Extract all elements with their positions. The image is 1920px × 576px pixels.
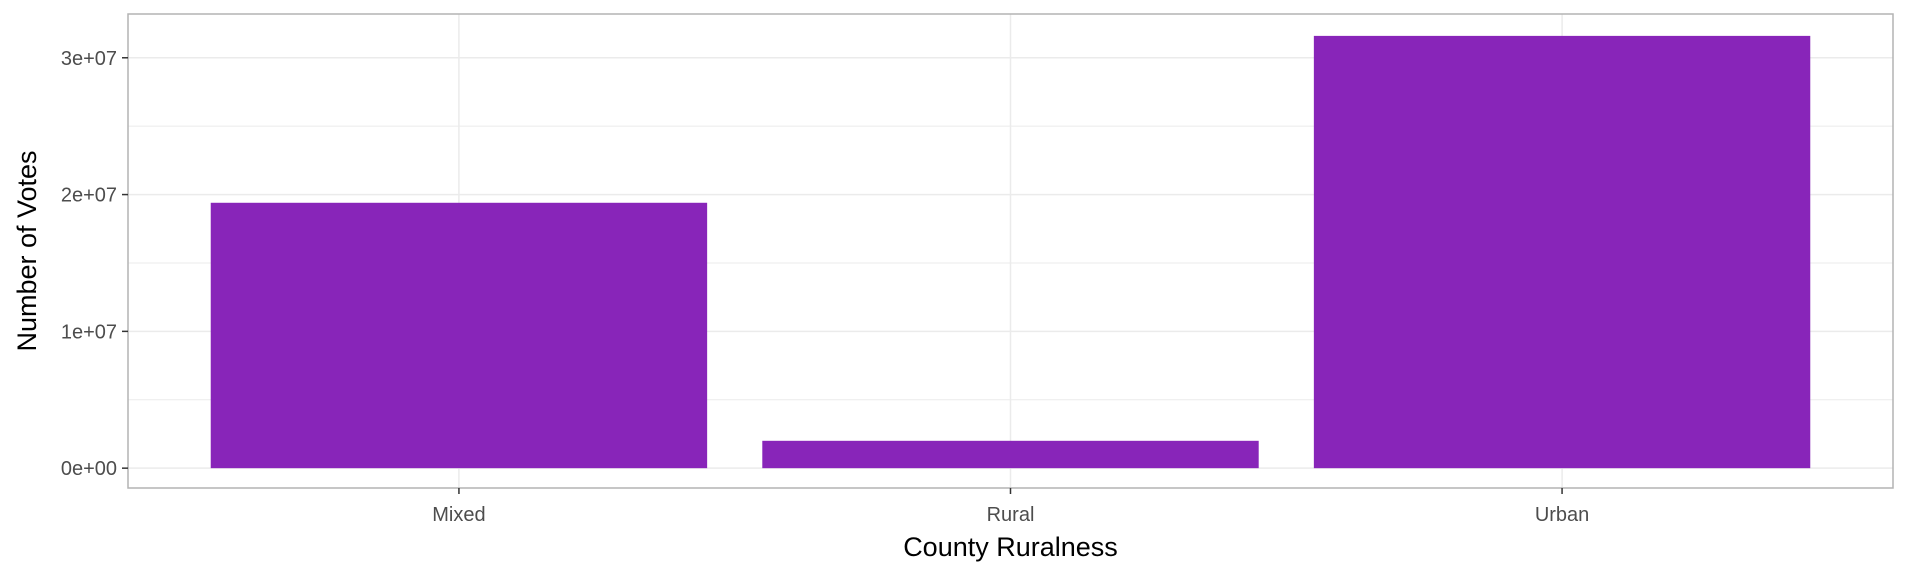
y-tick-label: 0e+00 [61,458,117,480]
bar-mixed [210,202,708,469]
bar-rural [762,440,1259,469]
x-axis: Mixed Rural Urban [432,488,1589,526]
x-tick-label: Rural [987,504,1035,526]
y-tick-label: 3e+07 [61,48,117,70]
y-axis-title: Number of Votes [12,150,42,351]
bar-layer [210,35,1811,469]
x-tick-label: Mixed [432,504,485,526]
x-tick-label: Urban [1535,504,1589,526]
x-axis-title: County Ruralness [903,532,1118,562]
bar-urban [1313,35,1811,469]
y-tick-label: 2e+07 [61,185,117,207]
y-axis: 0e+00 1e+07 2e+07 3e+07 [61,48,128,480]
y-tick-label: 1e+07 [61,321,117,343]
